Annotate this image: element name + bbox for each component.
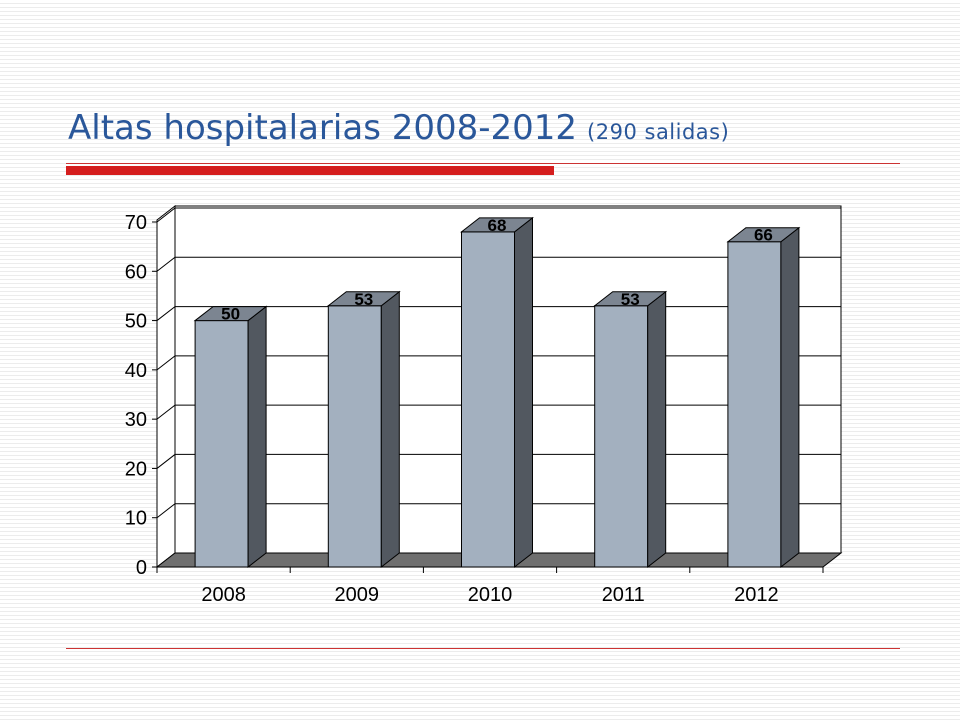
bar-side xyxy=(380,290,400,569)
bar xyxy=(193,305,268,569)
bar-side xyxy=(247,305,267,569)
bar-side xyxy=(647,290,667,569)
x-tick-label: 2010 xyxy=(468,584,513,606)
bar xyxy=(726,226,801,569)
bar-side xyxy=(780,226,800,569)
bar-side xyxy=(514,216,533,569)
chart-title: Altas hospitalarias 2008-2012 xyxy=(68,108,578,148)
y-tick-label: 50 xyxy=(125,311,147,333)
x-tick-label: 2009 xyxy=(335,584,380,606)
data-label: 66 xyxy=(754,226,773,245)
x-tick-label: 2012 xyxy=(734,584,779,606)
data-label: 53 xyxy=(621,290,640,309)
data-label: 68 xyxy=(488,216,507,235)
chart-side-wall xyxy=(156,204,176,569)
data-label: 50 xyxy=(221,305,240,324)
gridline xyxy=(156,256,841,272)
chart-subtitle: (290 salidas) xyxy=(587,120,730,144)
y-tick-label: 10 xyxy=(125,508,147,530)
bar-top xyxy=(593,291,668,307)
y-tick-label: 20 xyxy=(125,458,147,480)
bar-top xyxy=(193,306,268,322)
bar-front xyxy=(727,241,782,568)
bar-front xyxy=(194,320,249,568)
bar xyxy=(593,290,668,569)
y-tick-label: 60 xyxy=(125,261,147,283)
title-divider-thin xyxy=(66,163,900,164)
y-tick-label: 70 xyxy=(125,212,147,234)
bar-front xyxy=(594,305,649,568)
x-tick-label: 2008 xyxy=(201,584,246,606)
bar-front xyxy=(461,231,515,568)
gridline xyxy=(156,207,841,223)
bar xyxy=(460,216,534,569)
y-tick-label: 40 xyxy=(125,360,147,382)
bar-top xyxy=(460,217,534,233)
y-tick-label: 0 xyxy=(136,557,147,579)
footer-divider xyxy=(66,648,900,649)
slide-title: Altas hospitalarias 2008-2012 (290 salida… xyxy=(68,108,729,148)
bar-top xyxy=(726,227,801,243)
title-accent-bar xyxy=(66,166,554,175)
bar-top xyxy=(326,291,401,307)
bar-front xyxy=(327,305,382,568)
bar xyxy=(326,290,401,569)
data-label: 53 xyxy=(354,290,373,309)
y-tick-label: 30 xyxy=(125,409,147,431)
x-tick-label: 2011 xyxy=(602,584,645,606)
